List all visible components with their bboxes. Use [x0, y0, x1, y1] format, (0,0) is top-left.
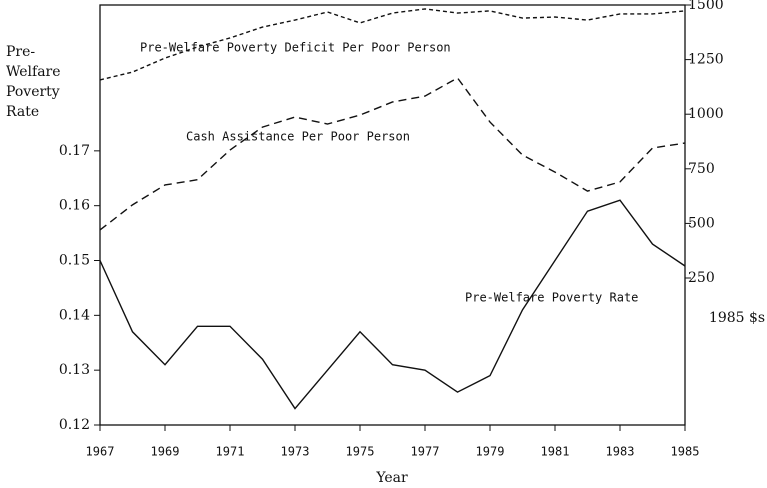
series-label: Cash Assistance Per Poor Person: [186, 130, 410, 144]
series-label: Pre-Welfare Poverty Deficit Per Poor Per…: [140, 41, 451, 55]
x-tick-label: 1967: [86, 445, 115, 459]
y2-axis-label: 1985 $s: [709, 310, 765, 326]
series-line: [99, 199, 686, 410]
x-tick-label: 1977: [411, 445, 440, 459]
x-axis-label: Year: [375, 470, 408, 486]
x-tick-label: 1975: [346, 445, 375, 459]
x-tick-label: 1973: [281, 445, 310, 459]
y2-tick-label: 500: [688, 215, 715, 231]
y2-tick-label: 1250: [688, 52, 724, 68]
plot-frame: [99, 4, 686, 426]
y-tick-label: 0.16: [59, 198, 90, 214]
series-label: Pre-Welfare Poverty Rate: [465, 291, 638, 305]
y2-tick-label: 1500: [688, 0, 724, 13]
x-tick-label: 1981: [541, 445, 570, 459]
y-tick-label: 0.14: [59, 307, 90, 323]
y-axis-label: Welfare: [6, 64, 61, 80]
x-tick-label: 1971: [216, 445, 245, 459]
y-tick-label: 0.12: [59, 417, 90, 433]
x-tick-label: 1983: [606, 445, 635, 459]
y2-tick-label: 250: [688, 270, 715, 286]
x-tick-label: 1969: [151, 445, 180, 459]
y-axis-label: Poverty: [6, 84, 60, 100]
y2-tick-label: 750: [688, 161, 715, 177]
y-axis-label: Rate: [6, 104, 39, 120]
y-tick-label: 0.13: [59, 362, 90, 378]
y2-tick-label: 1000: [688, 106, 724, 122]
x-tick-label: 1985: [671, 445, 700, 459]
y-tick-label: 0.15: [59, 253, 90, 269]
series-line: [99, 77, 686, 231]
y-tick-label: 0.17: [59, 143, 90, 159]
x-tick-label: 1979: [476, 445, 505, 459]
y-axis-label: Pre-: [6, 44, 35, 60]
